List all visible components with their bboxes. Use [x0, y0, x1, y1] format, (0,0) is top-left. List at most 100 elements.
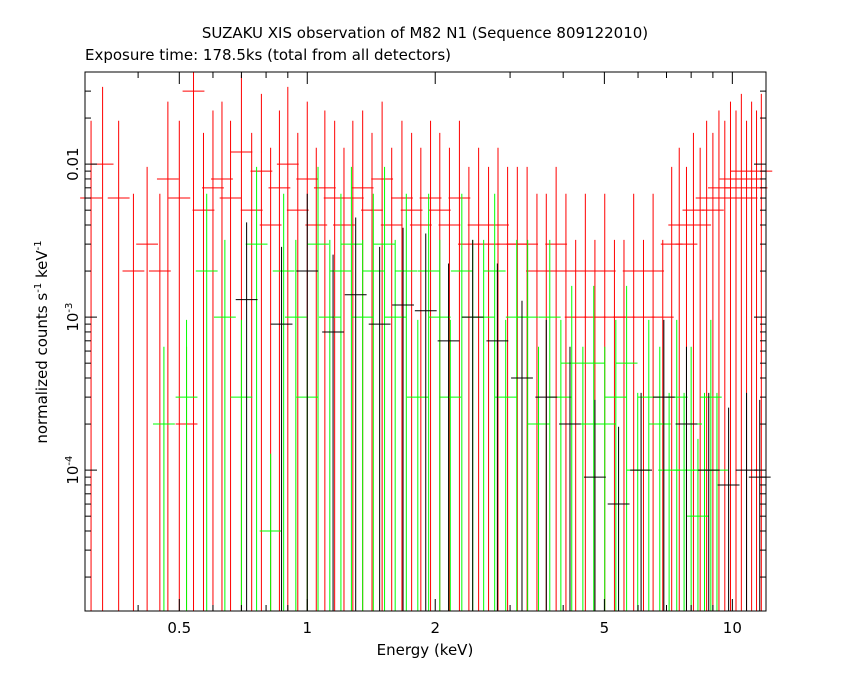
data-point	[406, 319, 429, 611]
data-point	[559, 346, 581, 611]
data-point	[615, 285, 638, 611]
data-point	[486, 263, 509, 611]
data-point	[250, 93, 273, 611]
data-point	[642, 193, 665, 611]
data-point	[461, 239, 484, 611]
data-point	[211, 101, 233, 611]
data-point	[450, 193, 473, 611]
data-point	[574, 193, 597, 611]
data-point	[192, 132, 215, 611]
data-point	[240, 132, 263, 611]
data-point	[284, 239, 307, 611]
data-point	[730, 93, 753, 611]
x-axis-label: Energy (keV)	[377, 641, 474, 659]
data-point	[699, 319, 722, 611]
data-point	[318, 239, 341, 611]
data-point	[603, 239, 626, 611]
data-point	[626, 392, 649, 611]
data-point	[276, 86, 299, 611]
x-tick-label: 10	[723, 619, 742, 637]
data-point	[296, 193, 319, 611]
data-point	[392, 227, 414, 611]
data-point	[156, 101, 179, 611]
series-0	[80, 72, 773, 611]
y-axis-label-unit: keV	[33, 250, 51, 278]
data-point	[680, 346, 703, 611]
data-point	[80, 120, 102, 611]
data-point	[494, 319, 517, 611]
data-point	[593, 346, 616, 611]
data-point	[496, 166, 519, 611]
data-point	[604, 319, 627, 611]
data-point	[582, 285, 605, 611]
y-tick-label: 10-4	[64, 456, 82, 485]
data-point	[555, 193, 577, 611]
data-point	[428, 239, 451, 611]
data-point	[419, 120, 442, 611]
x-tick-label: 2	[430, 619, 440, 637]
data-point	[362, 193, 385, 611]
data-point	[213, 239, 236, 611]
data-point	[745, 110, 768, 611]
data-point	[748, 399, 771, 611]
data-point	[725, 110, 747, 611]
chart-title: SUZAKU XIS observation of M82 N1 (Sequen…	[202, 24, 648, 42]
data-point	[152, 346, 175, 611]
data-point	[472, 239, 495, 611]
data-point	[268, 110, 291, 611]
data-point	[740, 101, 763, 611]
data-point	[361, 132, 383, 611]
y-axis-label-exponent-2: -1	[33, 240, 44, 250]
data-point	[323, 120, 346, 611]
data-point	[613, 239, 635, 611]
data-point	[417, 193, 440, 611]
data-point	[259, 453, 282, 611]
data-point	[400, 132, 423, 611]
data-point	[286, 132, 309, 611]
data-point	[687, 438, 709, 611]
y-tick-label: 0.01	[64, 147, 82, 180]
data-point	[409, 147, 432, 611]
x-tick-label: 1	[302, 619, 312, 637]
data-point	[713, 120, 736, 611]
axes-layer: 0.5 1 2 5 10 10-4 10-3 0.01	[64, 71, 766, 637]
data-point	[414, 233, 437, 611]
series-2	[235, 193, 771, 611]
data-point	[341, 120, 364, 611]
data-point	[630, 392, 653, 611]
data-point	[182, 72, 205, 611]
y-axis-label-exponent-1: -1	[33, 283, 44, 293]
data-point	[384, 239, 407, 611]
data-point	[175, 319, 198, 611]
data-point	[457, 166, 480, 611]
y-axis-label-base: normalized counts s	[33, 293, 51, 444]
data-point	[307, 166, 329, 611]
data-point	[340, 166, 363, 611]
data-point	[313, 110, 336, 611]
data-point	[506, 166, 529, 611]
data-point	[545, 166, 568, 611]
data-point	[371, 101, 394, 611]
data-point	[395, 193, 418, 611]
data-point	[648, 346, 671, 611]
data-point	[583, 399, 606, 611]
y-axis-label: normalized counts s-1 keV-1	[33, 240, 51, 443]
data-point	[391, 120, 413, 611]
data-point	[697, 392, 720, 611]
data-point	[368, 246, 391, 611]
x-tick-label: 5	[600, 619, 610, 637]
data-point	[483, 193, 506, 611]
data-series-layer	[80, 72, 773, 611]
data-point	[564, 239, 587, 611]
chart-subtitle: Exposure time: 178.5ks (total from all d…	[85, 46, 451, 64]
data-point	[560, 285, 583, 611]
data-point	[675, 346, 698, 611]
data-point	[622, 193, 645, 611]
data-point	[344, 217, 367, 611]
data-point	[516, 166, 539, 611]
data-point	[717, 407, 740, 611]
data-point	[477, 166, 500, 611]
data-point	[652, 319, 675, 611]
data-point	[219, 120, 242, 611]
